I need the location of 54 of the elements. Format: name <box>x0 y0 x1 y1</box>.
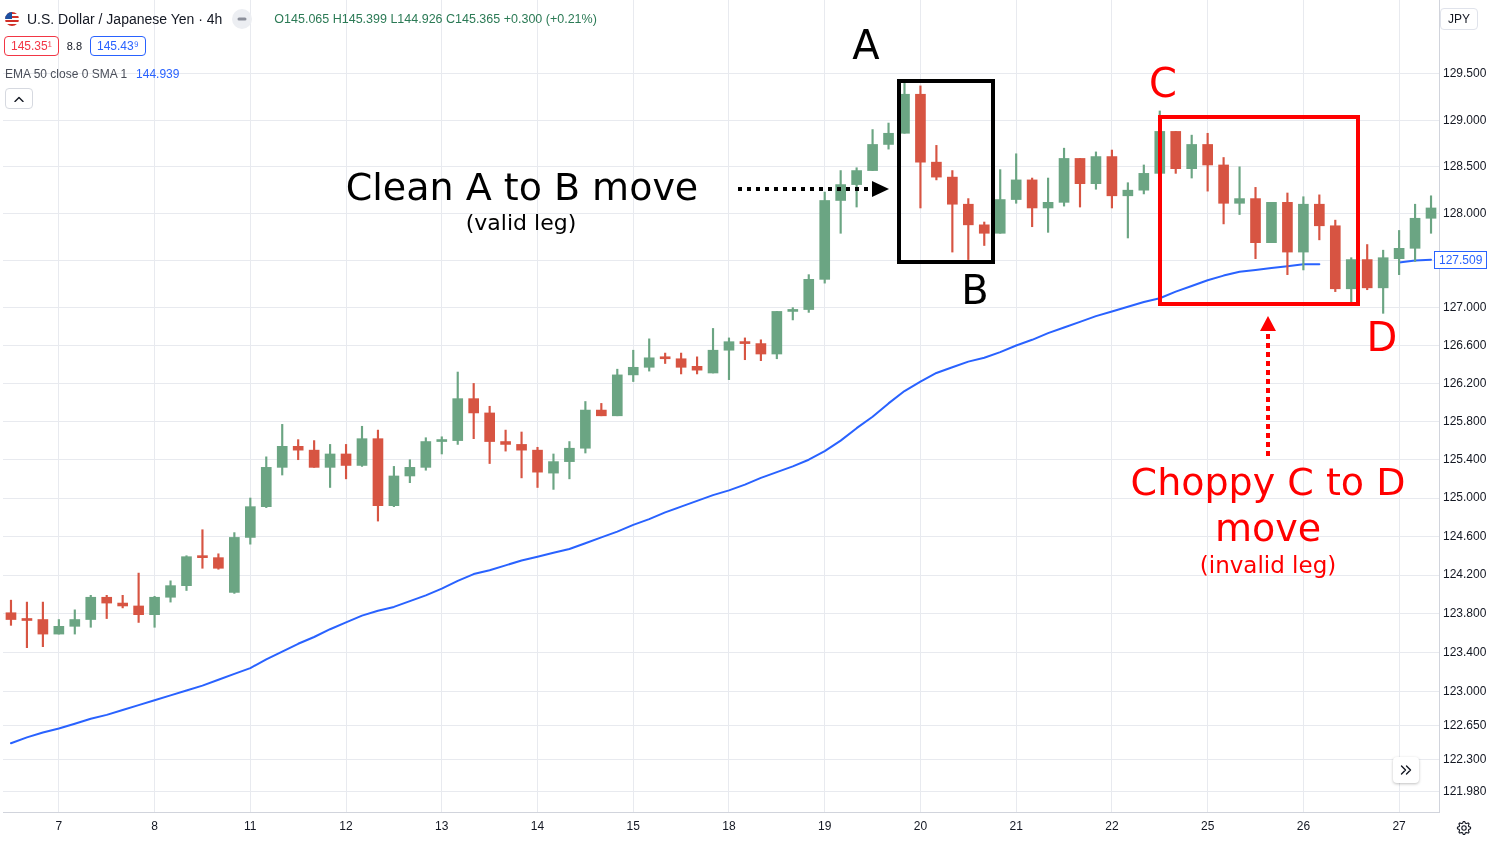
y-tick-label: 122.300 <box>1443 752 1487 767</box>
x-tick-label: 15 <box>626 818 641 833</box>
annotation: D <box>1366 314 1398 360</box>
x-tick-label: 20 <box>913 818 928 833</box>
y-tick-label: 126.200 <box>1443 375 1487 390</box>
y-tick-label: 128.500 <box>1443 159 1487 174</box>
text: U.S. Dollar / Japanese Yen · 4h <box>27 11 223 27</box>
y-tick-label: 128.000 <box>1443 205 1487 220</box>
y-tick-label: 124.600 <box>1443 528 1487 543</box>
y-tick-label: 126.600 <box>1443 337 1487 352</box>
annotation: 144.939 <box>136 67 180 81</box>
y-tick-label: 129.000 <box>1443 112 1487 127</box>
y-tick-label: 124.200 <box>1443 567 1487 582</box>
x-tick-label: 19 <box>818 818 832 833</box>
x-tick-label: 25 <box>1200 818 1215 833</box>
x-tick-label: 11 <box>244 818 257 833</box>
candlestick <box>197 529 208 569</box>
y-tick-label: 125.000 <box>1443 490 1487 505</box>
annotation: Choppy C to D move <box>1129 459 1407 551</box>
x-tick-label: 14 <box>530 818 545 833</box>
annotation: (invalid leg) <box>1199 552 1337 578</box>
y-tick-label: 123.800 <box>1443 606 1487 621</box>
annotation: A <box>852 22 880 68</box>
x-tick-label: 12 <box>339 818 354 833</box>
x-tick-label: 18 <box>722 818 736 833</box>
annotation: 145.43⁹ <box>90 36 146 56</box>
x-tick-label: 21 <box>1009 818 1024 833</box>
annotation: 127.509 <box>1434 250 1488 269</box>
y-tick-label: 122.650 <box>1443 717 1487 732</box>
annotation: 145.35¹ <box>4 36 59 56</box>
y-tick-label: 127.000 <box>1443 299 1487 314</box>
x-tick-label: 26 <box>1296 818 1311 833</box>
candlestick <box>548 453 559 490</box>
text: O145.065 H145.399 L144.926 C145.365 +0.300 (+0.21%) <box>274 12 597 26</box>
x-tick-label: 22 <box>1105 818 1119 833</box>
candlestick <box>516 431 527 479</box>
text: JPY <box>1439 8 1479 30</box>
annotation: Clean A to B move <box>345 165 699 209</box>
y-tick-label: 125.800 <box>1443 413 1487 428</box>
y-tick-label: 123.400 <box>1443 644 1487 659</box>
annotation: (valid leg) <box>465 209 577 235</box>
x-tick-label: 27 <box>1392 818 1407 833</box>
x-tick-label: 7 <box>55 818 63 833</box>
y-tick-label: 121.980 <box>1443 783 1487 798</box>
x-tick-label: 8 <box>151 818 159 833</box>
annotation: B <box>961 267 989 313</box>
y-tick-label: 123.000 <box>1443 683 1487 698</box>
y-tick-label: 125.400 <box>1443 452 1487 467</box>
candlestick <box>1234 166 1245 215</box>
y-tick-label: 129.500 <box>1443 66 1487 81</box>
annotation: 8.8 <box>66 40 82 52</box>
annotation: C <box>1149 60 1177 106</box>
annotation: EMA 50 close 0 SMA 1 <box>5 67 128 81</box>
x-tick-label: 13 <box>435 818 449 833</box>
